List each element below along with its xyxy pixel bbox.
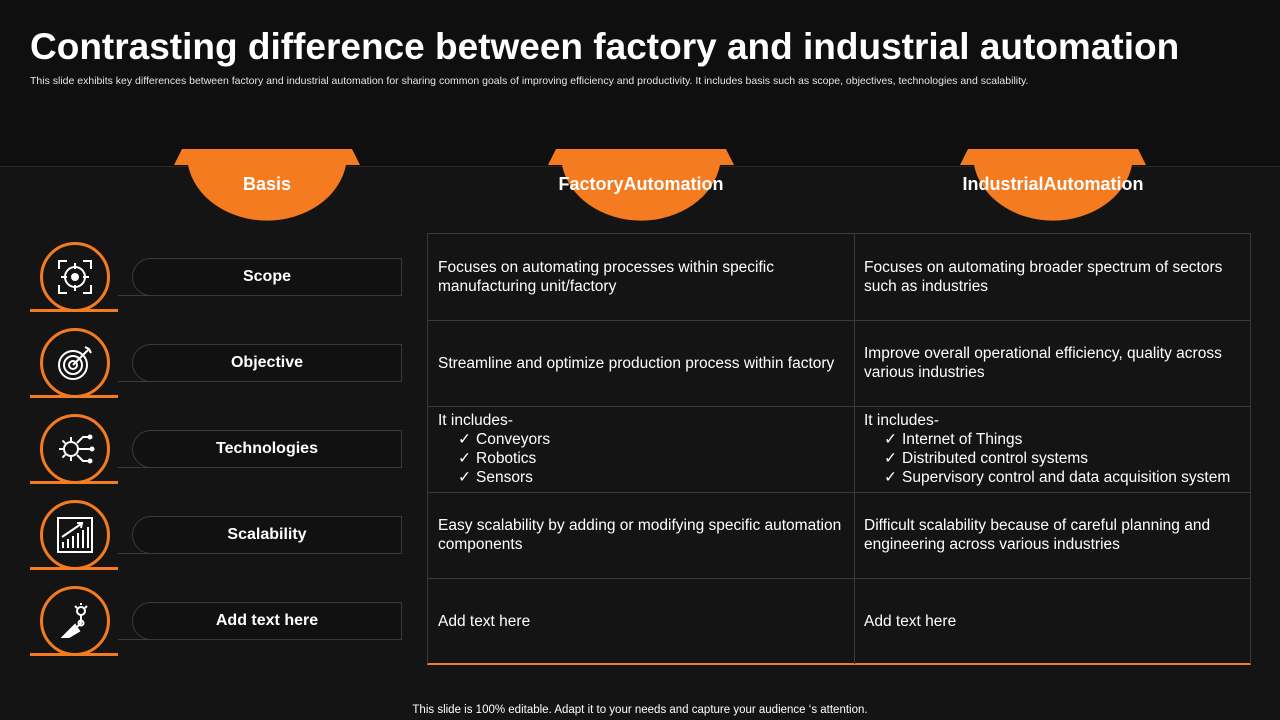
cell-objective-industrial: Improve overall operational efficiency, … [864,345,1222,381]
row-divider [428,578,1250,579]
cell-objective-factory: Streamline and optimize production proce… [438,354,835,372]
tab-factory-label: Factory Automation [548,149,734,231]
icon-underline [30,309,118,312]
label-divider [118,639,212,640]
tab-factory-label-line2: Automation [623,173,724,194]
column-divider [854,234,855,664]
list-item: Robotics [458,449,844,468]
page-subtitle: This slide exhibits key differences betw… [30,75,1029,87]
technologies-intro: It includes- [438,412,513,429]
row-label-scope-text: Scope [132,258,402,296]
tab-industrial-label-line2: Automation [1043,173,1144,194]
list-item: Internet of Things [884,430,1240,449]
dartboard-icon [40,328,110,398]
icon-underline [30,481,118,484]
list-item: Supervisory control and data acquisition… [884,468,1240,487]
row-label-scalability: Scalability [30,500,410,580]
technologies-intro: It includes- [864,412,939,429]
gear-circuit-icon [40,414,110,484]
row-label-scope: Scope [30,242,410,322]
row-label-objective: Objective [30,328,410,408]
header-band [0,0,1280,167]
tab-basis: Basis [174,149,360,231]
row-label-objective-text: Objective [132,344,402,382]
tab-industrial-label-line1: Industrial [962,173,1044,194]
growth-chart-icon [40,500,110,570]
row-divider [428,406,1250,407]
cell-scope-industrial: Focuses on automating broader spectrum o… [864,259,1223,295]
icon-underline [30,395,118,398]
label-divider [118,295,212,296]
page-title: Contrasting difference between factory a… [30,26,1180,67]
icon-underline [30,653,118,656]
footer-note: This slide is 100% editable. Adapt it to… [412,704,868,716]
cell-technologies-industrial: It includes- Internet of Things Distribu… [854,406,1250,492]
tab-factory-automation: Factory Automation [548,149,734,231]
label-divider [118,467,212,468]
comparison-table: Focuses on automating processes within s… [427,233,1251,665]
row-label-add-text: Add text here [30,586,410,666]
row-label-technologies-text: Technologies [132,430,402,468]
list-item: Distributed control systems [884,449,1240,468]
tab-industrial-automation: Industrial Automation [960,149,1146,231]
technologies-list: Conveyors Robotics Sensors [438,430,844,487]
list-item: Conveyors [458,430,844,449]
tab-basis-label: Basis [242,173,292,194]
robotic-arm-icon [40,586,110,656]
cell-add-text-factory: Add text here [438,612,531,630]
row-divider [428,320,1250,321]
cell-technologies-factory: It includes- Conveyors Robotics Sensors [428,406,854,492]
label-divider [118,553,212,554]
cell-add-text-industrial: Add text here [864,612,957,630]
tab-factory-label-line1: Factory [558,173,624,194]
tab-industrial-label: Industrial Automation [960,149,1146,231]
cell-scalability-industrial: Difficult scalability because of careful… [864,517,1211,553]
list-item: Sensors [458,468,844,487]
icon-underline [30,567,118,570]
row-label-scalability-text: Scalability [132,516,402,554]
tab-shape [548,149,734,221]
cell-scalability-factory: Easy scalability by adding or modifying … [438,517,842,553]
technologies-list: Internet of Things Distributed control s… [864,430,1240,487]
tab-shape [960,149,1146,221]
row-label-technologies: Technologies [30,414,410,494]
label-divider [118,381,212,382]
scope-target-icon [40,242,110,312]
tab-shape [174,149,360,221]
cell-scope-factory: Focuses on automating processes within s… [438,259,774,295]
row-divider [428,492,1250,493]
row-label-add-text-text: Add text here [132,602,402,640]
